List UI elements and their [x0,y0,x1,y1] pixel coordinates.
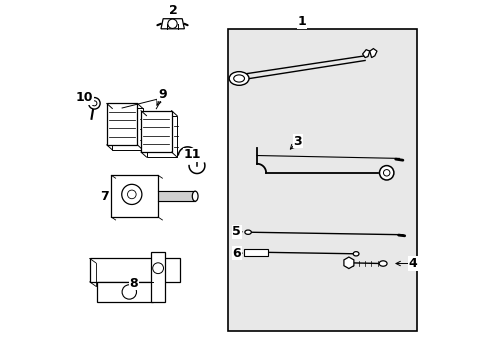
Text: 11: 11 [183,148,201,161]
Ellipse shape [378,261,386,266]
Circle shape [92,101,97,106]
Circle shape [152,263,163,274]
Ellipse shape [244,230,251,234]
Polygon shape [369,49,376,58]
Circle shape [383,170,389,176]
Polygon shape [362,50,369,58]
Text: 9: 9 [158,88,166,101]
Circle shape [167,19,177,28]
Text: 1: 1 [297,15,306,28]
Bar [112,108,142,150]
Text: 2: 2 [169,4,178,17]
FancyBboxPatch shape [97,282,152,302]
Text: 4: 4 [408,257,416,270]
Text: 6: 6 [232,247,241,260]
Circle shape [379,166,393,180]
Text: 3: 3 [293,135,302,148]
Ellipse shape [229,72,248,85]
Circle shape [122,285,136,299]
Bar [141,111,171,152]
Circle shape [122,184,142,204]
Ellipse shape [192,191,198,201]
Ellipse shape [352,252,358,256]
Text: 10: 10 [75,91,93,104]
Text: 7: 7 [100,190,109,203]
Circle shape [127,190,136,199]
Text: 5: 5 [232,225,241,238]
Bar [228,29,416,331]
Circle shape [88,98,100,109]
Bar [146,116,177,157]
Bar [244,249,267,256]
Text: 8: 8 [129,277,138,290]
Ellipse shape [233,75,244,82]
Polygon shape [161,19,184,29]
Bar [111,175,158,217]
Bar [106,104,137,145]
FancyBboxPatch shape [151,252,165,302]
FancyBboxPatch shape [89,258,179,282]
